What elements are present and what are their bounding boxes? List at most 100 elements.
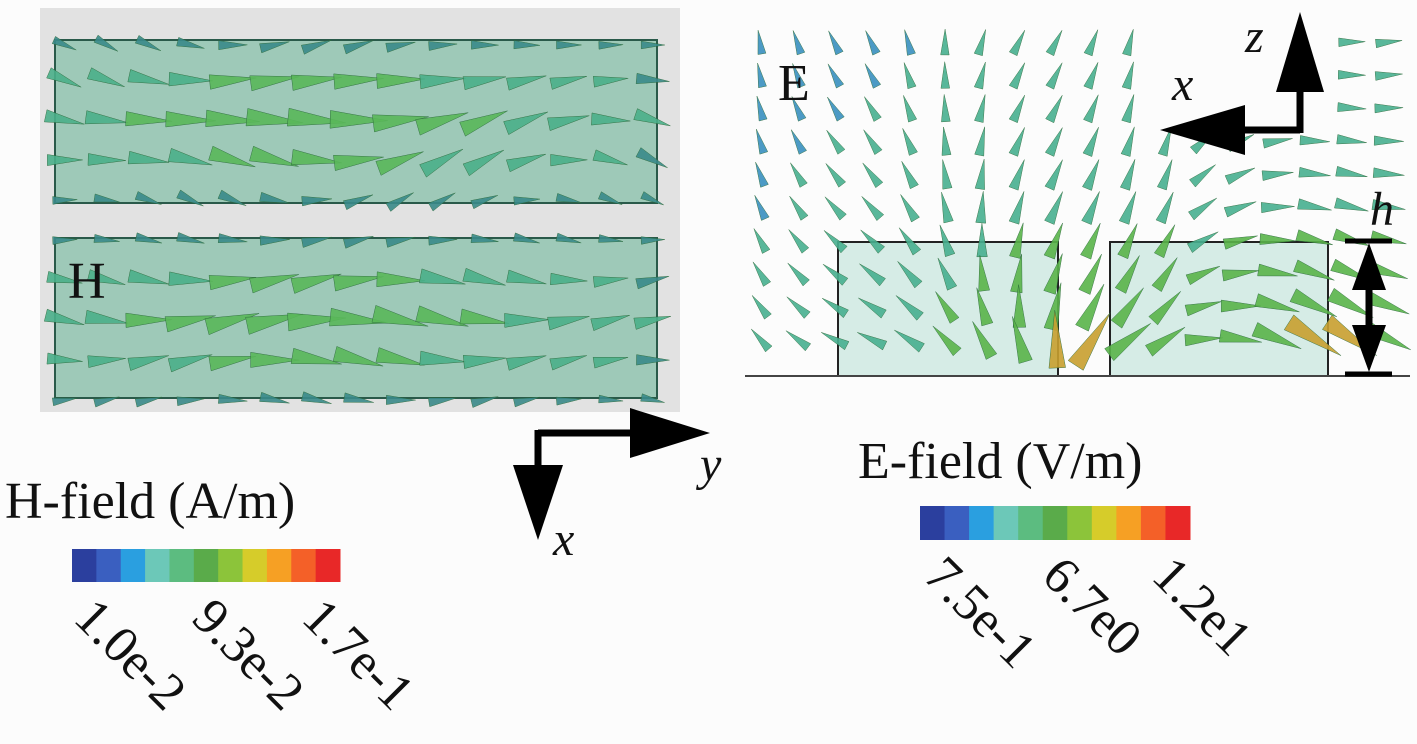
field-arrow	[419, 148, 464, 178]
field-arrow	[789, 195, 809, 221]
field-arrow	[332, 346, 384, 367]
field-arrow	[1334, 197, 1369, 212]
field-arrow	[974, 94, 986, 123]
field-arrow	[1044, 191, 1063, 225]
field-arrow	[134, 35, 162, 52]
field-arrow	[1221, 269, 1260, 282]
field-arrow	[1186, 231, 1219, 253]
field-arrow	[1257, 263, 1298, 277]
field-arrow	[1153, 224, 1176, 259]
field-arrow	[1338, 70, 1366, 80]
field-arrow	[975, 191, 986, 224]
field-arrow	[470, 195, 498, 210]
field-arrow	[904, 29, 916, 56]
field-arrow	[753, 228, 771, 254]
field-arrow	[168, 271, 213, 286]
field-arrow	[459, 110, 508, 137]
field-arrow	[597, 191, 623, 205]
field-arrow	[86, 269, 126, 285]
field-arrow	[1289, 288, 1337, 318]
field-arrow	[1045, 95, 1063, 124]
field-arrow	[555, 396, 582, 406]
field-arrow	[86, 67, 125, 87]
field-arrow	[329, 110, 388, 129]
field-arrow	[375, 347, 425, 366]
field-arrow	[1008, 95, 1025, 124]
field-arrow	[333, 73, 384, 90]
field-arrow	[506, 75, 547, 91]
field-arrow	[937, 257, 958, 291]
field-arrow	[1295, 229, 1333, 246]
field-arrow	[342, 194, 374, 211]
field-arrow	[902, 128, 918, 156]
field-arrow	[513, 232, 540, 244]
field-arrow	[208, 145, 256, 168]
field-arrow	[1184, 334, 1223, 347]
field-arrow	[897, 261, 923, 289]
field-arrow	[375, 151, 424, 176]
field-arrow	[939, 224, 956, 258]
e-label: E	[778, 55, 810, 112]
field-arrow	[208, 356, 257, 372]
field-arrow	[826, 129, 846, 155]
field-arrow	[168, 71, 213, 87]
h-legend-title: H-field (A/m)	[5, 473, 295, 530]
field-arrow	[941, 94, 951, 123]
field-arrow	[470, 233, 499, 243]
field-arrow	[1083, 29, 1099, 57]
field-arrow	[217, 233, 248, 243]
field-arrow	[864, 96, 882, 122]
field-arrow	[513, 40, 541, 50]
field-arrow	[598, 41, 624, 50]
field-arrow	[333, 275, 384, 292]
field-arrow	[821, 332, 850, 351]
field-arrow	[901, 161, 919, 190]
field-arrow	[1008, 30, 1026, 57]
field-arrow	[419, 268, 466, 285]
field-arrow	[125, 312, 173, 328]
field-arrow	[1009, 222, 1024, 259]
field-arrow	[932, 325, 962, 357]
field-arrow	[415, 112, 469, 136]
field-arrow	[1008, 159, 1025, 191]
field-arrow	[1043, 282, 1062, 332]
field-arrow	[134, 396, 163, 408]
field-arrow	[47, 154, 83, 166]
field-arrow	[167, 354, 213, 373]
field-arrow	[549, 75, 588, 90]
field-arrow	[428, 192, 456, 212]
h-axes	[513, 408, 710, 540]
field-arrow	[635, 147, 668, 169]
field-arrow	[93, 234, 120, 243]
field-arrow	[1283, 314, 1342, 356]
field-arrow	[301, 196, 333, 207]
field-arrow	[291, 149, 342, 166]
field-arrow	[792, 30, 806, 56]
field-arrow	[549, 355, 587, 371]
field-arrow	[134, 191, 162, 205]
field-arrow	[556, 40, 582, 50]
field-arrow	[1218, 329, 1262, 343]
h-legend-tick: 1.7e-1	[292, 588, 425, 721]
field-arrow	[46, 271, 83, 284]
field-arrow	[217, 189, 247, 206]
field-arrow	[1044, 159, 1063, 191]
field-arrow	[1082, 127, 1099, 157]
colorbar-cell	[969, 506, 995, 540]
h-colorbar	[72, 549, 341, 582]
field-arrow	[1251, 322, 1302, 349]
field-arrow	[385, 192, 414, 212]
field-arrow	[300, 391, 332, 404]
field-arrow	[506, 269, 547, 285]
h-axis-horizontal: y	[695, 438, 722, 491]
field-arrow	[1008, 127, 1025, 157]
field-arrow	[459, 308, 510, 325]
field-arrow	[462, 355, 507, 369]
field-arrow	[93, 34, 119, 52]
field-arrow	[1118, 191, 1137, 225]
field-arrow	[1224, 167, 1256, 185]
field-arrow	[1293, 259, 1335, 281]
field-arrow	[903, 95, 918, 123]
field-arrow	[636, 354, 670, 366]
field-arrow	[898, 227, 922, 256]
